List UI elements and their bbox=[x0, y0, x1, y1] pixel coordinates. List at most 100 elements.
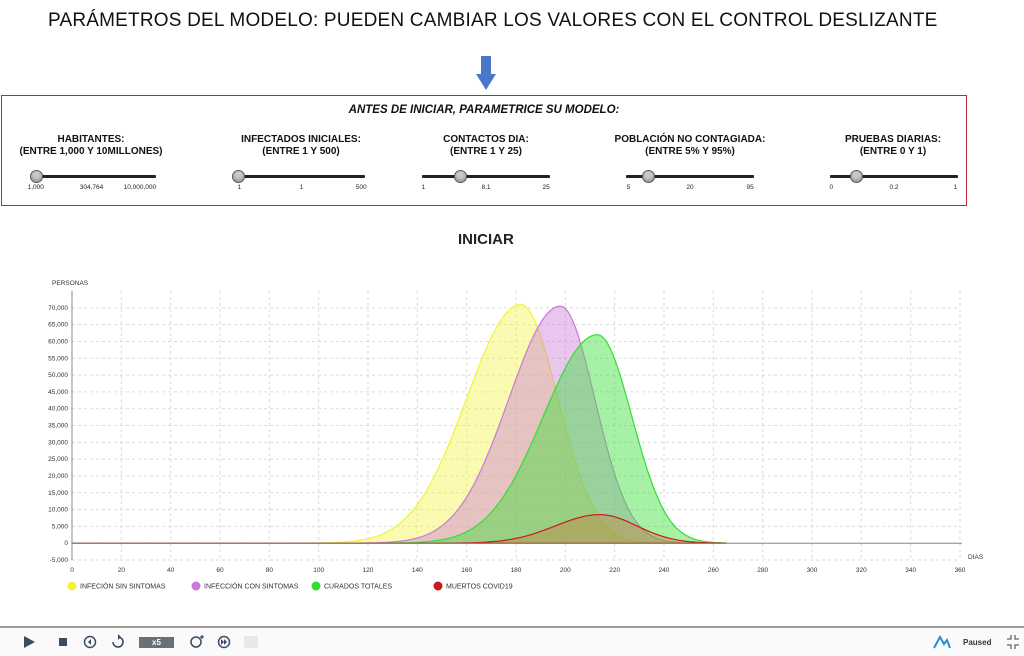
x-tick-label: 20 bbox=[118, 567, 126, 574]
blank-button[interactable] bbox=[244, 636, 258, 648]
y-tick-label: 5,000 bbox=[52, 523, 69, 530]
y-tick-label: 20,000 bbox=[48, 473, 68, 480]
x-tick-label: 80 bbox=[266, 567, 274, 574]
x-tick-label: 320 bbox=[856, 567, 867, 574]
page-heading: PARÁMETROS DEL MODELO: PUEDEN CAMBIAR LO… bbox=[48, 10, 938, 31]
speed-badge[interactable]: x5 bbox=[139, 637, 174, 648]
chart-axes: 0 20 40 60 80 100 120 140 160 180 200 220 240 260 280 3… bbox=[48, 280, 984, 574]
down-arrow-icon bbox=[476, 56, 496, 90]
y-tick-label: -5,000 bbox=[50, 557, 69, 564]
series-area bbox=[71, 334, 727, 544]
x-tick-label: 300 bbox=[807, 567, 818, 574]
param-range-2: (ENTRE 1 Y 500) bbox=[262, 146, 340, 157]
x-tick-label: 260 bbox=[708, 567, 719, 574]
y-tick-label: 45,000 bbox=[48, 389, 68, 396]
x-tick-label: 40 bbox=[167, 567, 175, 574]
slider-thumb[interactable] bbox=[454, 170, 468, 183]
legend-label: CURADOS TOTALES bbox=[324, 584, 392, 591]
slider-thumb[interactable] bbox=[849, 170, 863, 183]
x-tick-label: 60 bbox=[216, 567, 224, 574]
x-tick-label: 360 bbox=[955, 567, 966, 574]
tick-min: 1 bbox=[237, 184, 242, 191]
parameters-panel: ANTES DE INICIAR, PARAMETRICE SU MODELO:… bbox=[1, 95, 967, 206]
param-label-2: INFECTADOS INICIALES: bbox=[241, 134, 361, 145]
param-label-3: CONTACTOS DIA: bbox=[443, 134, 529, 145]
param-range-1: (ENTRE 1,000 Y 10MILLONES) bbox=[19, 146, 163, 157]
y-tick-label: 55,000 bbox=[48, 355, 68, 362]
x-tick-label: 180 bbox=[511, 567, 522, 574]
player-toolbar: x5 Paused bbox=[0, 626, 1024, 656]
tick-min: 1 bbox=[421, 184, 426, 191]
legend-swatch bbox=[191, 581, 201, 591]
legend-swatch bbox=[311, 581, 321, 591]
tick-value: 0.2 bbox=[889, 184, 899, 191]
play-icon[interactable] bbox=[22, 634, 36, 650]
tick-max: 500 bbox=[355, 184, 367, 191]
slider-track bbox=[830, 175, 958, 178]
x-tick-label: 140 bbox=[412, 567, 423, 574]
stop-icon[interactable] bbox=[57, 634, 69, 650]
tick-value: 1 bbox=[299, 184, 304, 191]
x-tick-label: 340 bbox=[905, 567, 916, 574]
y-tick-label: 25,000 bbox=[48, 456, 68, 463]
slider-infectados[interactable] bbox=[232, 167, 365, 187]
chart-series bbox=[71, 303, 727, 544]
collapse-icon[interactable] bbox=[1006, 634, 1020, 650]
x-tick-label: 160 bbox=[461, 567, 472, 574]
tick-max: 95 bbox=[746, 184, 754, 191]
chart-legend: INFECIÓN SIN SINTOMAS INFECCIÓN CON SINTO… bbox=[67, 581, 513, 591]
run-status: Paused bbox=[963, 638, 992, 647]
slider-pruebas[interactable] bbox=[830, 167, 958, 187]
tick-value: 8.1 bbox=[481, 184, 491, 191]
legend-label: MUERTOS COVID19 bbox=[446, 584, 513, 591]
x-tick-label: 0 bbox=[70, 567, 74, 574]
param-label-5: PRUEBAS DIARIAS: bbox=[844, 134, 942, 145]
add-speed-icon[interactable] bbox=[189, 634, 205, 650]
start-button[interactable]: INICIAR bbox=[458, 231, 514, 248]
tick-max: 10,000,000 bbox=[123, 184, 157, 191]
chart-grid bbox=[71, 291, 961, 561]
param-habitantes: HABITANTES: (ENTRE 1,000 Y 10MILLONES) bbox=[1, 134, 181, 158]
reset-icon[interactable] bbox=[110, 634, 126, 650]
slider-habitantes[interactable] bbox=[29, 167, 156, 187]
slider-thumb[interactable] bbox=[232, 170, 245, 183]
tick-value: 304,764 bbox=[79, 184, 104, 191]
slider-contactos[interactable] bbox=[422, 167, 550, 187]
tick-max: 1 bbox=[953, 184, 958, 191]
legend-swatch bbox=[67, 581, 77, 591]
tick-min: 0 bbox=[829, 184, 834, 191]
slider-thumb[interactable] bbox=[29, 170, 43, 183]
param-contactos: CONTACTOS DIA: (ENTRE 1 Y 25) bbox=[396, 134, 576, 158]
slider-track bbox=[32, 175, 156, 178]
y-tick-label: 70,000 bbox=[48, 305, 68, 312]
y-tick-label: 60,000 bbox=[48, 338, 68, 345]
anylogic-logo-icon bbox=[933, 634, 951, 649]
tick-min: 1,000 bbox=[27, 184, 44, 191]
y-tick-label: 30,000 bbox=[48, 439, 68, 446]
param-infectados: INFECTADOS INICIALES: (ENTRE 1 Y 500) bbox=[211, 134, 391, 158]
slider-track bbox=[422, 175, 550, 178]
slider-thumb[interactable] bbox=[641, 170, 655, 183]
x-tick-label: 220 bbox=[609, 567, 620, 574]
param-label-1: HABITANTES: bbox=[57, 134, 125, 145]
tick-max: 25 bbox=[542, 184, 550, 191]
epidemic-chart: 0 20 40 60 80 100 120 140 160 180 200 220 240 260 280 3… bbox=[48, 280, 984, 591]
step-back-icon[interactable] bbox=[82, 634, 98, 650]
slider-track bbox=[626, 175, 754, 178]
y-tick-label: 65,000 bbox=[48, 322, 68, 329]
y-tick-label: 50,000 bbox=[48, 372, 68, 379]
x-tick-label: 200 bbox=[560, 567, 571, 574]
x-axis-title: DIAS bbox=[968, 554, 984, 561]
slider-poblacion[interactable] bbox=[626, 167, 754, 187]
tick-value: 20 bbox=[686, 184, 694, 191]
panel-title: ANTES DE INICIAR, PARAMETRICE SU MODELO: bbox=[348, 104, 620, 116]
fast-forward-icon[interactable] bbox=[216, 634, 232, 650]
param-range-4: (ENTRE 5% Y 95%) bbox=[645, 146, 735, 157]
y-tick-label: 10,000 bbox=[48, 507, 68, 514]
y-tick-label: 35,000 bbox=[48, 423, 68, 430]
y-tick-label: 0 bbox=[64, 540, 68, 547]
x-tick-label: 240 bbox=[659, 567, 670, 574]
x-tick-label: 100 bbox=[313, 567, 324, 574]
legend-label: INFECIÓN SIN SINTOMAS bbox=[80, 582, 166, 591]
param-range-3: (ENTRE 1 Y 25) bbox=[450, 146, 522, 157]
